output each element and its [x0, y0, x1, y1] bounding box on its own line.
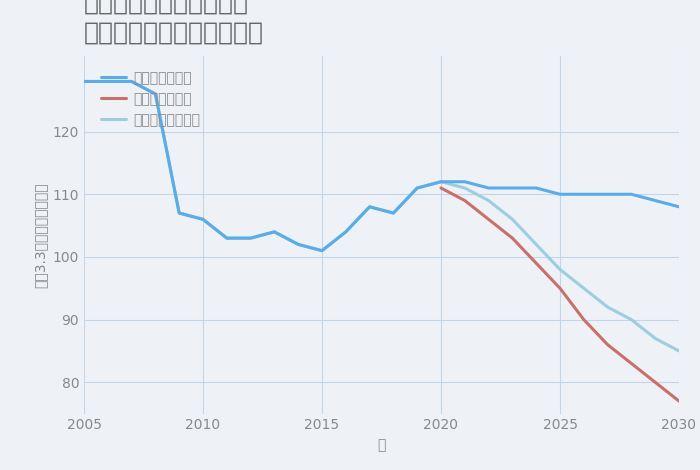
- グッドシナリオ: [175, 210, 183, 216]
- ノーマルシナリオ: [127, 78, 136, 84]
- ノーマルシナリオ: [603, 304, 612, 310]
- グッドシナリオ: [603, 191, 612, 197]
- X-axis label: 年: 年: [377, 438, 386, 452]
- ノーマルシナリオ: [389, 210, 398, 216]
- グッドシナリオ: [532, 185, 540, 191]
- バッドシナリオ: [603, 342, 612, 347]
- Line: グッドシナリオ: グッドシナリオ: [84, 81, 679, 251]
- ノーマルシナリオ: [151, 91, 160, 97]
- ノーマルシナリオ: [627, 317, 636, 322]
- バッドシナリオ: [461, 198, 469, 204]
- ノーマルシナリオ: [175, 210, 183, 216]
- ノーマルシナリオ: [532, 242, 540, 247]
- ノーマルシナリオ: [484, 198, 493, 204]
- グッドシナリオ: [199, 217, 207, 222]
- グッドシナリオ: [627, 191, 636, 197]
- Line: ノーマルシナリオ: ノーマルシナリオ: [84, 81, 679, 351]
- ノーマルシナリオ: [199, 217, 207, 222]
- グッドシナリオ: [270, 229, 279, 235]
- グッドシナリオ: [365, 204, 374, 210]
- グッドシナリオ: [508, 185, 517, 191]
- ノーマルシナリオ: [294, 242, 302, 247]
- バッドシナリオ: [675, 398, 683, 404]
- バッドシナリオ: [532, 260, 540, 266]
- ノーマルシナリオ: [246, 235, 255, 241]
- ノーマルシナリオ: [342, 229, 350, 235]
- グッドシナリオ: [223, 235, 231, 241]
- ノーマルシナリオ: [270, 229, 279, 235]
- グッドシナリオ: [80, 78, 88, 84]
- バッドシナリオ: [437, 185, 445, 191]
- Text: 奈良県橿原市石原田町の
中古マンションの価格推移: 奈良県橿原市石原田町の 中古マンションの価格推移: [84, 0, 264, 45]
- ノーマルシナリオ: [413, 185, 421, 191]
- バッドシナリオ: [580, 317, 588, 322]
- ノーマルシナリオ: [508, 217, 517, 222]
- ノーマルシナリオ: [461, 185, 469, 191]
- グッドシナリオ: [318, 248, 326, 253]
- ノーマルシナリオ: [318, 248, 326, 253]
- グッドシナリオ: [413, 185, 421, 191]
- グッドシナリオ: [675, 204, 683, 210]
- グッドシナリオ: [651, 198, 659, 204]
- グッドシナリオ: [151, 91, 160, 97]
- ノーマルシナリオ: [80, 78, 88, 84]
- グッドシナリオ: [437, 179, 445, 185]
- バッドシナリオ: [651, 379, 659, 385]
- グッドシナリオ: [461, 179, 469, 185]
- バッドシナリオ: [484, 217, 493, 222]
- グッドシナリオ: [556, 191, 564, 197]
- グッドシナリオ: [580, 191, 588, 197]
- バッドシナリオ: [508, 235, 517, 241]
- ノーマルシナリオ: [437, 179, 445, 185]
- グッドシナリオ: [294, 242, 302, 247]
- ノーマルシナリオ: [651, 336, 659, 341]
- グッドシナリオ: [342, 229, 350, 235]
- バッドシナリオ: [627, 360, 636, 366]
- Line: バッドシナリオ: バッドシナリオ: [441, 188, 679, 401]
- ノーマルシナリオ: [580, 285, 588, 291]
- ノーマルシナリオ: [223, 235, 231, 241]
- グッドシナリオ: [246, 235, 255, 241]
- グッドシナリオ: [389, 210, 398, 216]
- Y-axis label: 平（3.3㎡）単価（万円）: 平（3.3㎡）単価（万円）: [33, 182, 47, 288]
- バッドシナリオ: [556, 285, 564, 291]
- グッドシナリオ: [484, 185, 493, 191]
- グッドシナリオ: [127, 78, 136, 84]
- ノーマルシナリオ: [556, 266, 564, 272]
- ノーマルシナリオ: [365, 204, 374, 210]
- ノーマルシナリオ: [675, 348, 683, 354]
- Legend: グッドシナリオ, バッドシナリオ, ノーマルシナリオ: グッドシナリオ, バッドシナリオ, ノーマルシナリオ: [97, 67, 204, 131]
